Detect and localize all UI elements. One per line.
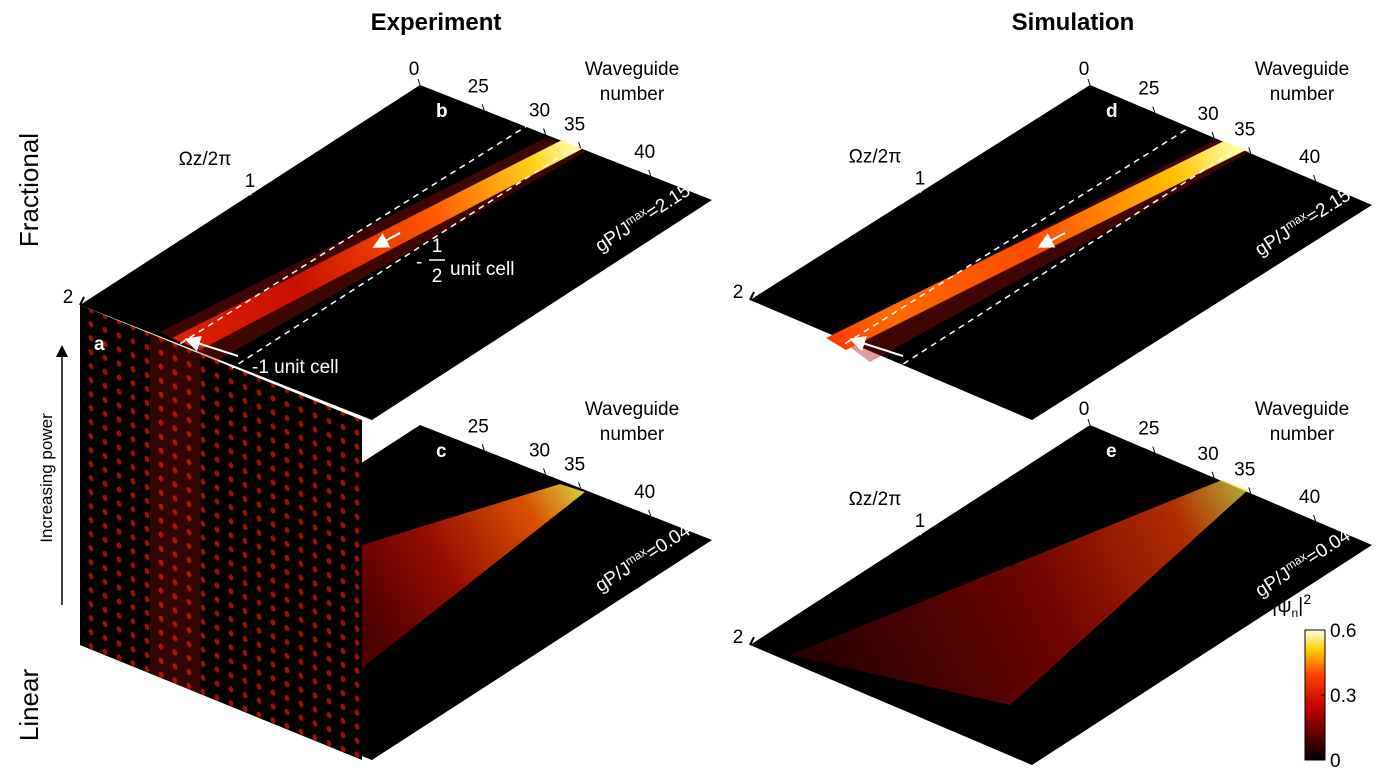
waveguide-tick-label: 30: [1198, 444, 1219, 465]
tick-mark: [1314, 515, 1316, 521]
tick-mark: [1153, 447, 1155, 453]
tick-mark: [544, 128, 546, 134]
tick-mark: [1153, 107, 1155, 113]
waveguide-tick-label: 0: [409, 59, 420, 80]
z-tick-label: 2: [733, 282, 744, 303]
panel-letter: b: [436, 101, 448, 122]
tick-mark: [544, 468, 546, 474]
waveguide-tick-label: 0: [1079, 59, 1090, 80]
power-arrow-label: Increasing power: [37, 413, 56, 543]
colorbar-label-sup: 2: [1303, 591, 1311, 607]
z-axis-title: Ωz/2π: [179, 149, 232, 170]
z-tick-label: 2: [733, 627, 744, 648]
figure: c25303540WaveguidenumbergP/Jmax=0.04ab02…: [0, 0, 1386, 771]
waveguide-axis-title: number: [1270, 84, 1335, 105]
colorbar-tick-label: 0.3: [1330, 686, 1356, 707]
waveguide-axis-title: number: [1270, 424, 1335, 445]
z-axis-title: Ωz/2π: [849, 489, 902, 510]
waveguide-tick-label: 25: [1138, 419, 1159, 440]
title: Simulation: [1012, 9, 1135, 36]
title: Experiment: [371, 9, 502, 36]
row-label: Linear: [14, 669, 44, 742]
z-tick-label: 1: [915, 511, 926, 532]
waveguide-tick-label: 25: [468, 416, 489, 437]
waveguide-axis-title: number: [600, 424, 665, 445]
tick-mark: [482, 104, 484, 110]
tick-mark: [579, 482, 581, 488]
panels: c25303540WaveguidenumbergP/Jmax=0.04ab02…: [63, 59, 1372, 765]
panel-letter: d: [1106, 101, 1118, 122]
waveguide-axis-title: number: [600, 84, 665, 105]
annotation-denominator: 2: [432, 266, 443, 287]
tick-mark: [649, 170, 651, 176]
waveguide-tick-label: 25: [468, 76, 489, 97]
tick-mark: [1212, 472, 1214, 478]
waveguide-tick-label: 40: [634, 142, 655, 163]
z-tick-label: 1: [915, 169, 926, 190]
waveguide-tick-label: 35: [1234, 459, 1255, 480]
z-tick-label: 1: [245, 171, 256, 192]
waveguide-axis-title: Waveguide: [1255, 399, 1349, 420]
colorbar-tick-label: 0.6: [1330, 621, 1356, 642]
tick-mark: [649, 510, 651, 516]
colorbar-tick-label: 0: [1330, 751, 1341, 771]
waveguide-tick-label: 40: [1299, 487, 1320, 508]
tick-mark: [1314, 175, 1316, 181]
waveguide-tick-label: 30: [529, 440, 550, 461]
waveguide-tick-label: 35: [564, 114, 585, 135]
panel-letter: e: [1106, 441, 1117, 462]
waveguide-axis-title: Waveguide: [585, 399, 679, 420]
annotation: unit cell: [450, 259, 514, 280]
tick-mark: [579, 142, 581, 148]
waveguide-tick-label: 35: [564, 454, 585, 475]
waveguide-axis-title: Waveguide: [585, 59, 679, 80]
colorbar-label-sub: n: [1291, 606, 1298, 620]
annotation-sign: -: [416, 252, 422, 273]
annotation: -1 unit cell: [252, 357, 339, 378]
waveguide-tick-label: 30: [529, 100, 550, 121]
waveguide-tick-label: 0: [1079, 399, 1090, 420]
colorbar-label-open: |ψ: [1272, 595, 1291, 617]
dot-face-glow: [150, 333, 200, 694]
z-axis-title: Ωz/2π: [849, 147, 902, 168]
row-label: Fractional: [14, 133, 44, 247]
waveguide-tick-label: 30: [1198, 104, 1219, 125]
panel-letter: a: [94, 334, 105, 355]
tick-mark: [1212, 132, 1214, 138]
waveguide-tick-label: 25: [1138, 79, 1159, 100]
waveguide-tick-label: 35: [1234, 119, 1255, 140]
waveguide-axis-title: Waveguide: [1255, 59, 1349, 80]
tick-mark: [1249, 487, 1251, 493]
z-tick-label: 2: [63, 287, 74, 308]
annotation-numerator: 1: [432, 236, 443, 257]
waveguide-tick-label: 40: [634, 482, 655, 503]
panel-letter: c: [436, 441, 447, 462]
waveguide-tick-label: 40: [1299, 147, 1320, 168]
tick-mark: [482, 444, 484, 450]
